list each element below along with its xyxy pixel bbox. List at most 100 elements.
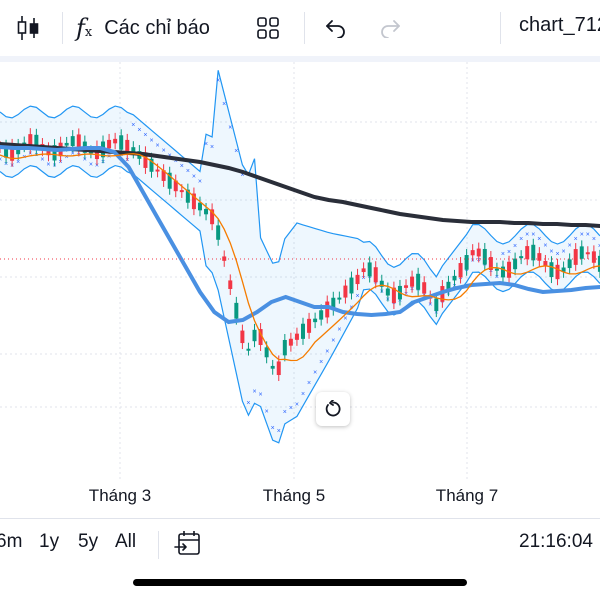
candlestick-icon[interactable] [6, 8, 50, 48]
candle-body [246, 348, 251, 351]
sar-dot: × [555, 251, 559, 258]
sar-dot: × [319, 359, 323, 366]
sar-dot: × [513, 243, 517, 250]
bollinger-fill [0, 70, 600, 443]
sar-dot: × [428, 302, 432, 309]
sar-dot: × [562, 249, 566, 256]
bollinger-upper [0, 70, 600, 278]
candle-body [446, 281, 451, 291]
candle-body [379, 280, 384, 287]
time-axis[interactable]: Tháng 3 Tháng 5 Tháng 7 [0, 480, 600, 510]
sar-dot: × [156, 142, 160, 149]
candle-body [404, 285, 409, 288]
sar-dot: × [4, 161, 8, 168]
sar-dot: × [222, 101, 226, 108]
sar-dot: × [265, 408, 269, 415]
sar-dot: × [295, 401, 299, 408]
sar-dot: × [501, 251, 505, 258]
sar-dot: × [362, 275, 366, 282]
candle-body [276, 361, 281, 376]
candle-body [125, 139, 130, 155]
candle-body [294, 333, 299, 340]
candle-body [464, 255, 469, 270]
ma-medium-line [0, 145, 600, 325]
sar-dot: × [586, 232, 590, 239]
sar-dot: × [259, 391, 263, 398]
sar-dot: × [246, 400, 250, 407]
undo-icon[interactable] [318, 8, 354, 48]
sar-dot: × [574, 236, 578, 243]
reset-icon [325, 400, 341, 417]
sar-dot: × [234, 148, 238, 155]
bollinger-lower [0, 164, 600, 444]
candle-body [367, 262, 372, 277]
indicators-label: Các chỉ báo [104, 16, 210, 39]
function-icon: fx [76, 14, 93, 42]
range-1y-button[interactable]: 1y [39, 531, 60, 552]
sar-dot: × [495, 274, 499, 281]
candle-body [210, 209, 215, 225]
sar-dot: × [89, 161, 93, 168]
candle-body [179, 190, 184, 193]
sar-dot: × [549, 249, 553, 256]
candle-body [131, 147, 136, 153]
x-tick-label: Tháng 3 [88, 486, 152, 505]
candle-body [543, 260, 548, 267]
range-5y-button[interactable]: 5y [78, 531, 99, 552]
candle-body [513, 258, 518, 270]
candle-body [452, 275, 457, 281]
candle-body [167, 172, 172, 189]
candle-body [373, 267, 378, 283]
candle-body [494, 268, 499, 271]
chart-canvas[interactable]: × ×× ×× ×× ××× ×× ×××××××××××××× ×××××××× ××× ×××… [0, 62, 600, 480]
candle-body [301, 323, 305, 339]
sar-dot: × [271, 425, 275, 432]
sar-dot: × [65, 154, 69, 161]
candle-body [319, 310, 324, 320]
sar-dot: × [568, 243, 572, 250]
candle-body [537, 253, 542, 261]
reset-chart-button[interactable] [316, 392, 350, 426]
ma-fast-line [0, 153, 600, 362]
candle-body [70, 136, 75, 147]
range-6m-button[interactable]: 6m [0, 531, 23, 552]
candle-body [119, 135, 124, 150]
candle-body [4, 145, 9, 158]
chart-area[interactable]: × × × × × × × × × × × × × × × × × × × × × × × × × × × × × × × × × × × × × × × ×… [0, 62, 600, 480]
sar-dot: × [289, 405, 293, 412]
candle-body [488, 257, 493, 270]
sar-dot: × [40, 157, 44, 164]
candle-body [258, 329, 263, 346]
sar-dot: × [307, 380, 311, 387]
sar-dot: × [131, 122, 135, 129]
x-tick-label: Tháng 7 [435, 486, 499, 505]
candle-body [349, 277, 354, 294]
indicators-button[interactable]: fx Các chỉ báo [76, 8, 236, 48]
sar-dot: × [180, 163, 184, 170]
go-to-date-icon[interactable] [174, 529, 202, 562]
sar-dot: × [210, 144, 214, 151]
sar-dot: × [355, 293, 359, 300]
layout-grid-icon[interactable] [248, 8, 288, 48]
candle-body [597, 255, 600, 272]
candle-body [531, 244, 536, 261]
range-all-button[interactable]: All [115, 531, 137, 552]
candle-body [585, 252, 590, 255]
sar-dot: × [107, 154, 111, 161]
candle-body [470, 250, 475, 256]
candle-body [355, 274, 360, 285]
bottom-toolbar: 6m 1y 5y All 21:16:04 [0, 518, 600, 567]
chart-title[interactable]: chart_712 [519, 14, 600, 36]
sar-dot: × [331, 338, 335, 345]
candle-body [434, 298, 439, 312]
candle-body [422, 282, 427, 294]
redo-icon[interactable] [372, 8, 408, 48]
candle-body [288, 338, 293, 346]
candle-body [76, 134, 81, 151]
candle-body [240, 330, 245, 344]
candle-body [525, 246, 530, 260]
moving-averages [0, 142, 600, 362]
sar-dot: × [592, 236, 596, 243]
sar-dot: × [143, 132, 147, 139]
sar-dot: × [252, 388, 256, 395]
